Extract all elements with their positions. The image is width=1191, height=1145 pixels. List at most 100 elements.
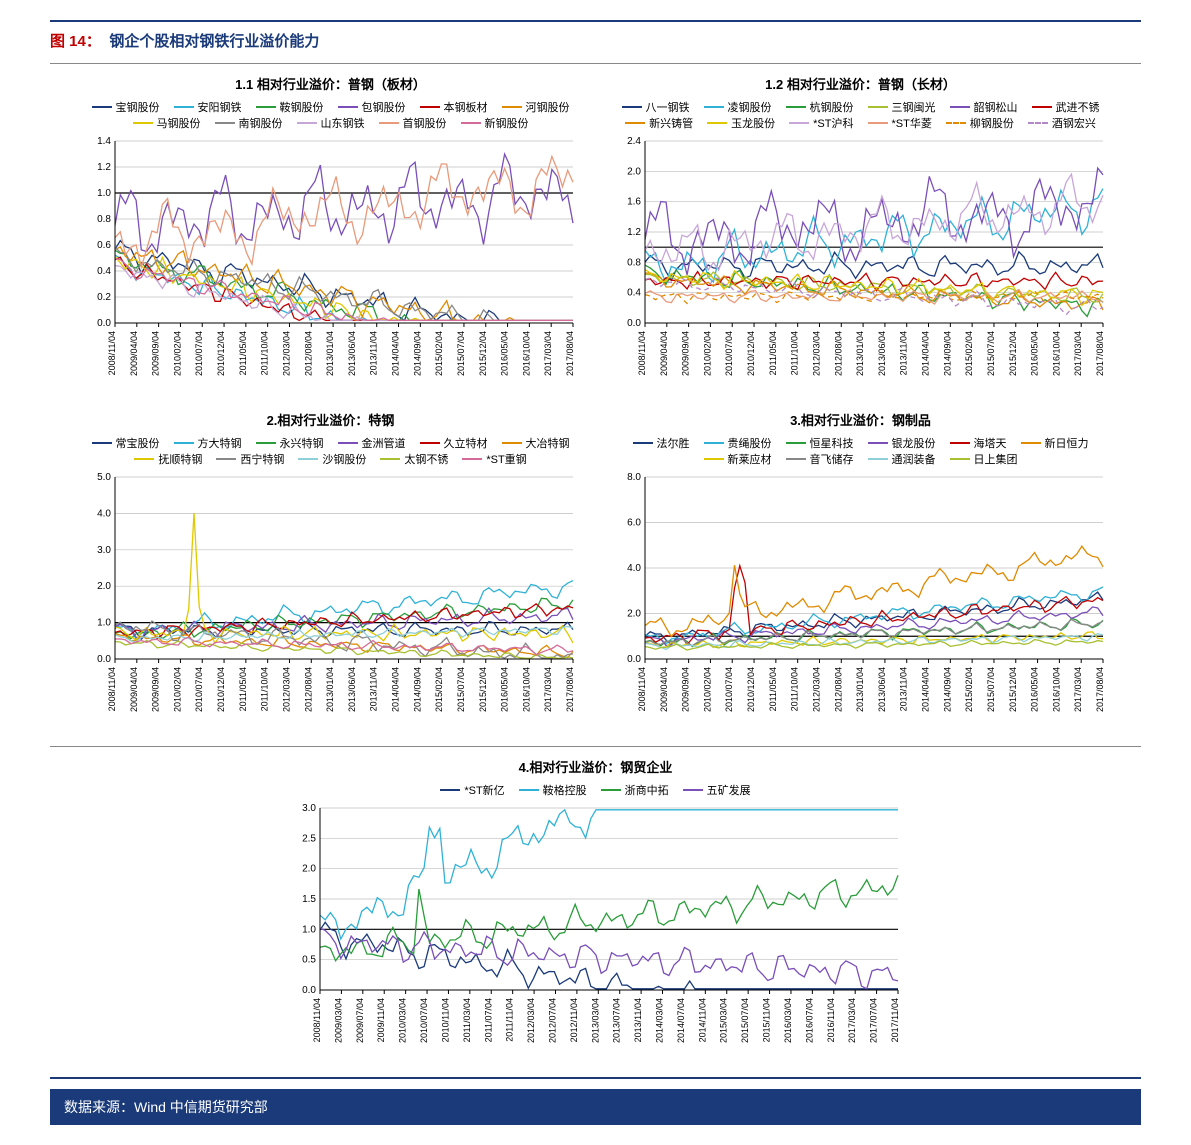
- svg-text:2010/02/04: 2010/02/04: [172, 331, 182, 376]
- svg-text:2009/09/04: 2009/09/04: [680, 331, 690, 376]
- legend-label: 宝钢股份: [116, 99, 160, 115]
- legend-item: 永兴特钢: [256, 435, 324, 451]
- svg-text:2017/08/04: 2017/08/04: [1095, 667, 1105, 712]
- svg-text:2008/11/04: 2008/11/04: [312, 998, 322, 1042]
- svg-text:2012/03/04: 2012/03/04: [811, 667, 821, 712]
- chart-svg: 0.01.02.03.04.05.02008/11/042009/04/0420…: [81, 471, 581, 721]
- legend-item: 贵绳股份: [704, 435, 772, 451]
- svg-text:2012/03/04: 2012/03/04: [281, 331, 291, 376]
- svg-text:0.5: 0.5: [302, 955, 316, 966]
- legend-item: 柳钢股份: [946, 115, 1014, 131]
- chart-panel: 2.相对行业溢价：特钢常宝股份方大特钢永兴特钢金洲管道久立特材大冶特钢抚顺特钢西…: [81, 410, 581, 726]
- svg-text:1.4: 1.4: [97, 136, 111, 147]
- svg-text:2017/08/04: 2017/08/04: [565, 331, 575, 376]
- legend-swatch: [1028, 122, 1048, 124]
- svg-text:3.0: 3.0: [97, 545, 111, 556]
- svg-text:4.0: 4.0: [627, 563, 641, 574]
- svg-text:2015/07/04: 2015/07/04: [740, 998, 750, 1043]
- legend-label: 酒钢宏兴: [1052, 115, 1096, 131]
- legend-label: 山东钢铁: [321, 115, 365, 131]
- legend-swatch: [461, 122, 481, 124]
- legend-item: 海塔天: [950, 435, 1007, 451]
- legend-item: 抚顺特钢: [134, 451, 202, 467]
- svg-text:2013/11/04: 2013/11/04: [368, 667, 378, 711]
- svg-text:2013/11/04: 2013/11/04: [368, 331, 378, 375]
- svg-text:2016/11/04: 2016/11/04: [825, 998, 835, 1042]
- legend-item: *ST沪科: [789, 115, 853, 131]
- legend-label: 本钢板材: [444, 99, 488, 115]
- legend-item: *ST新亿: [440, 782, 504, 798]
- legend-label: 海塔天: [974, 435, 1007, 451]
- svg-text:2014/03/04: 2014/03/04: [654, 998, 664, 1043]
- svg-text:2009/04/04: 2009/04/04: [128, 667, 138, 712]
- svg-text:2017/08/04: 2017/08/04: [565, 667, 575, 712]
- svg-text:2.0: 2.0: [302, 864, 316, 875]
- legend-label: 三钢闽光: [892, 99, 936, 115]
- legend-item: 马钢股份: [133, 115, 201, 131]
- legend: *ST新亿鞍格控股浙商中拓五矿发展: [286, 782, 906, 798]
- svg-text:2014/09/04: 2014/09/04: [412, 667, 422, 712]
- svg-text:2.0: 2.0: [627, 609, 641, 620]
- legend-swatch: [868, 458, 888, 460]
- svg-text:2015/07/04: 2015/07/04: [455, 331, 465, 376]
- svg-text:0.0: 0.0: [627, 654, 641, 665]
- svg-text:2015/02/04: 2015/02/04: [434, 331, 444, 376]
- svg-text:2016/05/04: 2016/05/04: [1029, 331, 1039, 376]
- svg-text:2013/06/04: 2013/06/04: [346, 331, 356, 376]
- svg-text:2012/03/04: 2012/03/04: [526, 998, 536, 1043]
- legend-item: 浙商中拓: [601, 782, 669, 798]
- legend: 八一钢铁凌钢股份杭钢股份三钢闽光韶钢松山武进不锈新兴铸管玉龙股份*ST沪科*ST…: [611, 99, 1111, 131]
- svg-text:2017/08/04: 2017/08/04: [1095, 331, 1105, 376]
- svg-text:2012/03/04: 2012/03/04: [281, 667, 291, 712]
- legend-swatch: [519, 789, 539, 791]
- svg-text:0.0: 0.0: [97, 318, 111, 329]
- legend-swatch: [633, 442, 653, 444]
- legend: 法尔胜贵绳股份恒星科技银龙股份海塔天新日恒力新莱应材音飞储存通润装备日上集团: [611, 435, 1111, 467]
- legend-item: 酒钢宏兴: [1028, 115, 1096, 131]
- legend-label: 包钢股份: [362, 99, 406, 115]
- svg-text:3.0: 3.0: [302, 803, 316, 814]
- legend-swatch: [92, 106, 112, 108]
- svg-text:2009/04/04: 2009/04/04: [658, 331, 668, 376]
- legend-swatch: [683, 789, 703, 791]
- legend-item: 西宁特钢: [216, 451, 284, 467]
- chart-svg: 0.00.51.01.52.02.53.02008/11/042009/03/0…: [286, 802, 906, 1052]
- legend-label: 玉龙股份: [731, 115, 775, 131]
- legend-item: 日上集团: [950, 451, 1018, 467]
- legend-label: 常宝股份: [116, 435, 160, 451]
- legend-label: 太钢不锈: [404, 451, 448, 467]
- legend-item: 五矿发展: [683, 782, 751, 798]
- legend-swatch: [625, 122, 645, 124]
- legend-item: 方大特钢: [174, 435, 242, 451]
- legend-label: 西宁特钢: [240, 451, 284, 467]
- svg-text:2013/11/04: 2013/11/04: [898, 667, 908, 711]
- legend-item: 三钢闽光: [868, 99, 936, 115]
- svg-text:2011/07/04: 2011/07/04: [483, 998, 493, 1042]
- svg-text:2.4: 2.4: [627, 136, 641, 147]
- legend-label: 永兴特钢: [280, 435, 324, 451]
- legend-swatch: [622, 106, 642, 108]
- svg-text:2011/10/04: 2011/10/04: [259, 331, 269, 375]
- legend-swatch: [704, 106, 724, 108]
- legend-label: 金洲管道: [362, 435, 406, 451]
- legend-label: 大冶特钢: [526, 435, 570, 451]
- chart-title: 2.相对行业溢价：特钢: [81, 410, 581, 429]
- legend-label: *ST新亿: [464, 782, 504, 798]
- svg-text:1.0: 1.0: [97, 188, 111, 199]
- legend-swatch: [868, 106, 888, 108]
- svg-text:2017/03/04: 2017/03/04: [1073, 667, 1083, 712]
- legend: 宝钢股份安阳钢铁鞍钢股份包钢股份本钢板材河钢股份马钢股份南钢股份山东钢铁首钢股份…: [81, 99, 581, 131]
- legend-swatch: [868, 442, 888, 444]
- legend-swatch: [440, 789, 460, 791]
- legend-swatch: [338, 442, 358, 444]
- legend-swatch: [1021, 442, 1041, 444]
- legend-item: 沙钢股份: [298, 451, 366, 467]
- svg-text:2010/12/04: 2010/12/04: [216, 667, 226, 712]
- svg-text:2013/11/04: 2013/11/04: [898, 331, 908, 375]
- svg-text:2010/12/04: 2010/12/04: [746, 667, 756, 712]
- svg-text:2016/07/04: 2016/07/04: [804, 998, 814, 1043]
- legend-swatch: [704, 442, 724, 444]
- legend-item: 新日恒力: [1021, 435, 1089, 451]
- legend: 常宝股份方大特钢永兴特钢金洲管道久立特材大冶特钢抚顺特钢西宁特钢沙钢股份太钢不锈…: [81, 435, 581, 467]
- svg-text:1.0: 1.0: [302, 924, 316, 935]
